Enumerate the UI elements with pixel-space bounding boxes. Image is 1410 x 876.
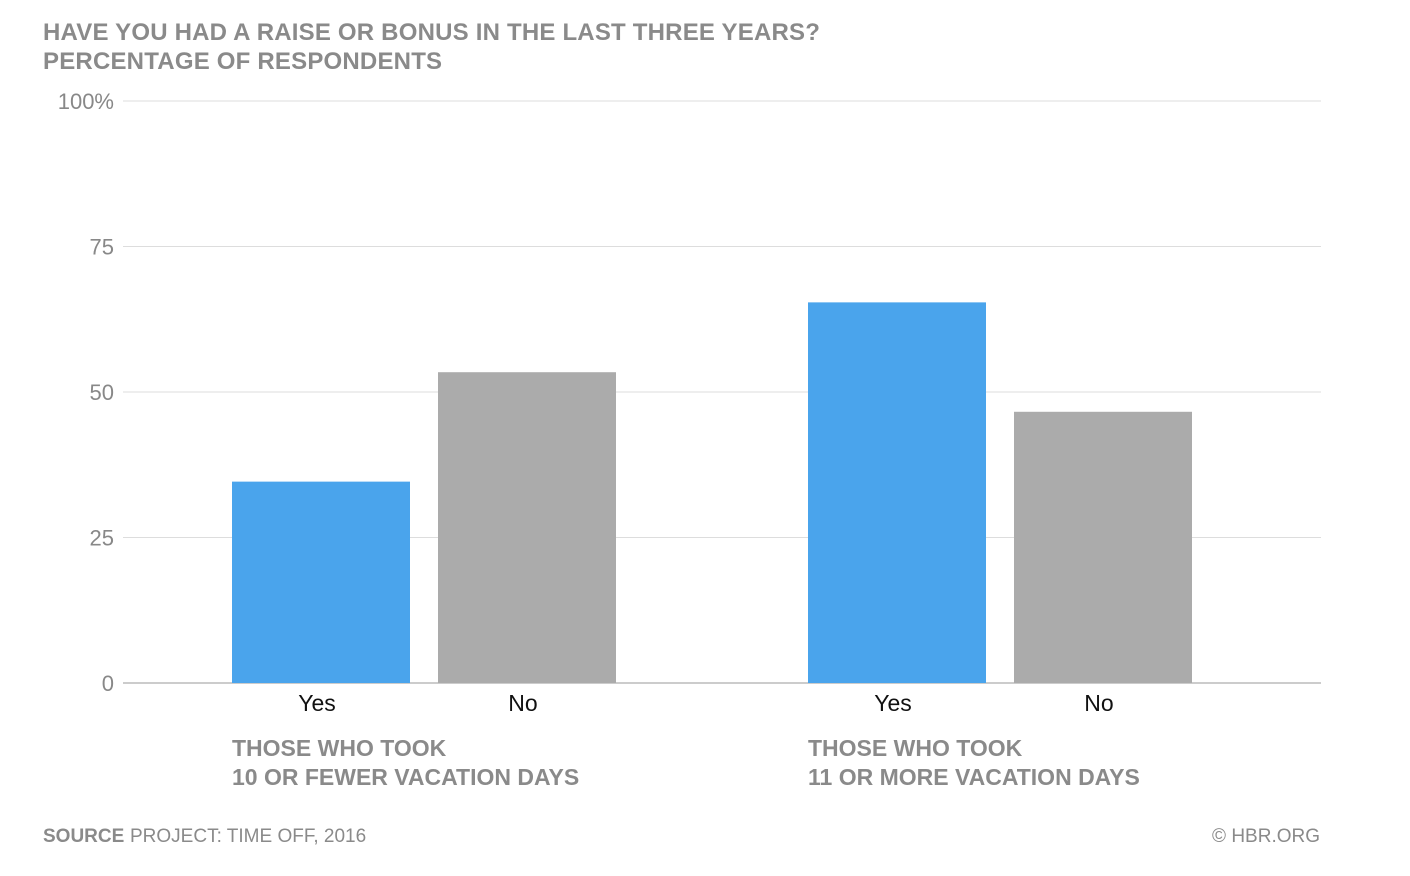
bar-category-label: Yes (298, 690, 336, 716)
chart-subtitle: PERCENTAGE OF RESPONDENTS (43, 48, 443, 75)
bar-yes (232, 481, 410, 683)
bar-yes (808, 302, 986, 683)
bar-no (1014, 411, 1192, 683)
labels-layer: 0 25 50 75 100% Yes No THOSE WHO TOOK 10 OR FEWE… (58, 89, 1140, 790)
y-tick-label: 0 (102, 671, 114, 696)
y-tick-label: 100% (58, 89, 114, 114)
bar-no (438, 372, 616, 683)
bar-category-label: Yes (874, 690, 912, 716)
y-tick-label: 50 (90, 380, 114, 405)
group-label-line: THOSE WHO TOOK (808, 735, 1023, 761)
chart-title: HAVE YOU HAD A RAISE OR BONUS IN THE LAS… (43, 19, 821, 46)
source-label: SOURCE (43, 826, 125, 847)
source-text: PROJECT: TIME OFF, 2016 (130, 826, 367, 847)
bars-layer (232, 302, 1192, 683)
y-tick-label: 75 (90, 235, 114, 260)
copyright-text: © HBR.ORG (1212, 826, 1320, 847)
group-label-line: 11 OR MORE VACATION DAYS (808, 764, 1140, 790)
group-label-line: THOSE WHO TOOK (232, 735, 447, 761)
group-label-line: 10 OR FEWER VACATION DAYS (232, 764, 579, 790)
bar-category-label: No (1084, 690, 1113, 716)
y-tick-label: 25 (90, 526, 114, 551)
bar-category-label: No (508, 690, 537, 716)
